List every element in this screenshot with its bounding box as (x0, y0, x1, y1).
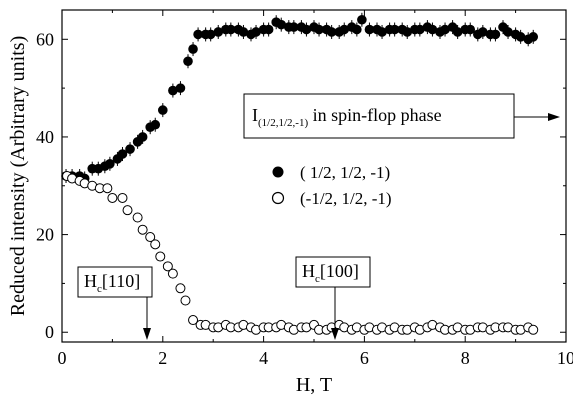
legend-label-series-1: ( 1/2, 1/2, -1) (300, 163, 390, 182)
data-point-open (175, 283, 186, 294)
data-point-filled (326, 27, 337, 37)
data-point-filled (150, 119, 161, 130)
x-axis-title: H, T (296, 374, 332, 396)
annotation-box-hc-100 (295, 256, 371, 288)
x-tick-label: 6 (360, 348, 369, 368)
x-tick-label: 2 (158, 348, 167, 368)
series-layer (61, 12, 539, 335)
annotation-arrowhead-spin-flop (548, 113, 560, 121)
annotation-arrowhead-hc-100 (331, 328, 339, 340)
data-point-filled (158, 105, 168, 115)
data-point-filled (251, 27, 261, 37)
data-point-filled (415, 24, 425, 35)
legend: ( 1/2, 1/2, -1) (-1/2, 1/2, -1) (271, 163, 392, 208)
data-point-open (107, 192, 118, 203)
data-point-filled (301, 24, 312, 35)
data-point-filled (188, 44, 198, 54)
data-point-open (180, 295, 191, 306)
data-point-filled (183, 56, 193, 67)
data-point-filled (503, 27, 513, 37)
data-point-filled (276, 19, 287, 30)
data-point-filled (357, 14, 367, 25)
data-point-filled (263, 24, 274, 35)
data-point-filled (137, 132, 148, 142)
data-point-open (102, 183, 113, 194)
annotation-arrowhead-hc-110 (143, 328, 151, 340)
legend-label-series-2: (-1/2, 1/2, -1) (300, 189, 392, 208)
data-point-open (137, 224, 148, 235)
data-point-filled (440, 24, 450, 35)
data-point-filled (117, 149, 128, 159)
data-point-filled (238, 27, 249, 37)
data-point-filled (515, 32, 526, 42)
data-point-filled (377, 27, 387, 37)
data-point-filled (125, 144, 135, 154)
axes: 0 2 4 6 8 10 0 20 40 60 (36, 10, 573, 368)
data-point-filled (452, 27, 463, 37)
y-tick-label: 60 (36, 29, 54, 49)
data-point-filled (205, 29, 216, 40)
data-point-filled (175, 83, 186, 93)
data-point-filled (478, 27, 488, 37)
data-point-open (167, 268, 178, 279)
data-point-open (155, 251, 166, 262)
x-tick-label: 8 (461, 348, 470, 368)
y-tick-label: 0 (45, 322, 54, 342)
y-tick-label: 20 (36, 225, 54, 245)
annotation-text-hc-110: Hc[110] (84, 271, 140, 295)
data-point-filled (389, 24, 400, 35)
annotation-text-hc-100: Hc[100] (302, 261, 359, 285)
data-point-open (132, 212, 143, 223)
data-point-open (117, 192, 128, 203)
data-point-open (188, 315, 199, 326)
data-point-filled (168, 85, 178, 96)
data-point-filled (528, 32, 539, 42)
x-tick-label: 4 (259, 348, 268, 368)
annotation-box-hc-110 (77, 266, 153, 298)
data-point-filled (226, 24, 236, 35)
data-point-filled (427, 24, 438, 35)
data-point-filled (314, 24, 324, 35)
data-point-filled (402, 27, 413, 37)
data-point-open (122, 205, 133, 216)
data-point-filled (490, 29, 501, 40)
y-axis-title: Reduced intensity (Arbitrary units) (7, 36, 29, 317)
x-tick-label: 10 (557, 348, 573, 368)
annotation-text-spin-flop: I(1/2,1/2,-1) in spin-flop phase (252, 105, 442, 129)
legend-marker-filled (272, 166, 284, 178)
data-point-filled (465, 24, 476, 35)
data-point-open (150, 239, 161, 250)
data-point-filled (289, 22, 299, 32)
data-point-filled (352, 24, 362, 35)
data-point-open (162, 261, 173, 272)
data-point-filled (213, 27, 224, 37)
data-point-filled (193, 29, 203, 40)
x-tick-label: 0 (58, 348, 67, 368)
data-point-open (145, 232, 156, 243)
data-point-filled (364, 24, 375, 35)
legend-marker-open (271, 191, 285, 205)
y-tick-label: 40 (36, 127, 54, 147)
annotation-hc-100: Hc[100] (295, 256, 371, 340)
data-point-open (528, 324, 539, 335)
annotation-box-spin-flop (243, 93, 515, 139)
data-point-filled (105, 158, 115, 169)
annotation-spin-flop: I(1/2,1/2,-1) in spin-flop phase (243, 93, 560, 139)
annotation-hc-110: Hc[110] (77, 266, 153, 340)
data-point-filled (339, 24, 350, 35)
